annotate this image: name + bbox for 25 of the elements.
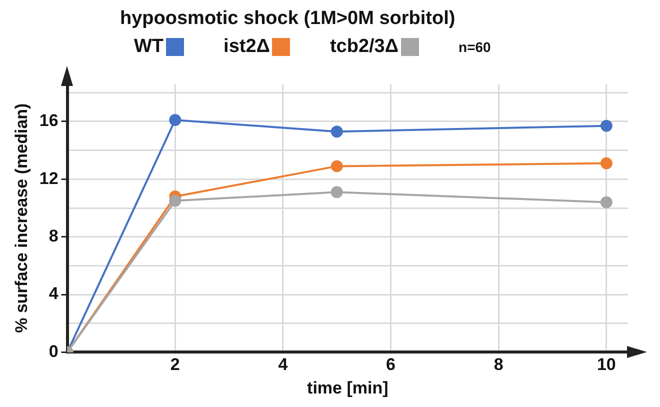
y-axis-title: % surface increase (median): [12, 103, 31, 333]
x-tick-label: 4: [278, 355, 288, 374]
point: [169, 194, 182, 207]
point: [600, 120, 612, 132]
x-tick-label: 6: [386, 355, 396, 374]
legend-label: ist2Δ: [224, 36, 270, 58]
x-tick-label: 2: [170, 355, 180, 374]
chart-title: hypoosmotic shock (1M>0M sorbitol): [119, 8, 456, 31]
text: n=60: [458, 39, 491, 55]
x-tick-label: 8: [494, 355, 504, 374]
point: [169, 114, 182, 126]
y-tick-label: 16: [39, 111, 58, 130]
y-tick-label: 4: [48, 284, 59, 304]
x-axis-title: time [min]: [307, 378, 388, 398]
point: [330, 126, 343, 138]
point: [330, 186, 343, 198]
legend-label: tcb2/3Δ: [330, 36, 399, 58]
y-tick-label: 0: [48, 342, 58, 361]
y-tick-label: 8: [48, 226, 58, 246]
point: [600, 157, 612, 170]
point: [330, 160, 343, 172]
legend-label: WT: [134, 36, 164, 58]
y-tick-label: 12: [39, 168, 58, 188]
point: [600, 196, 612, 208]
x-tick-label: 10: [596, 355, 616, 374]
